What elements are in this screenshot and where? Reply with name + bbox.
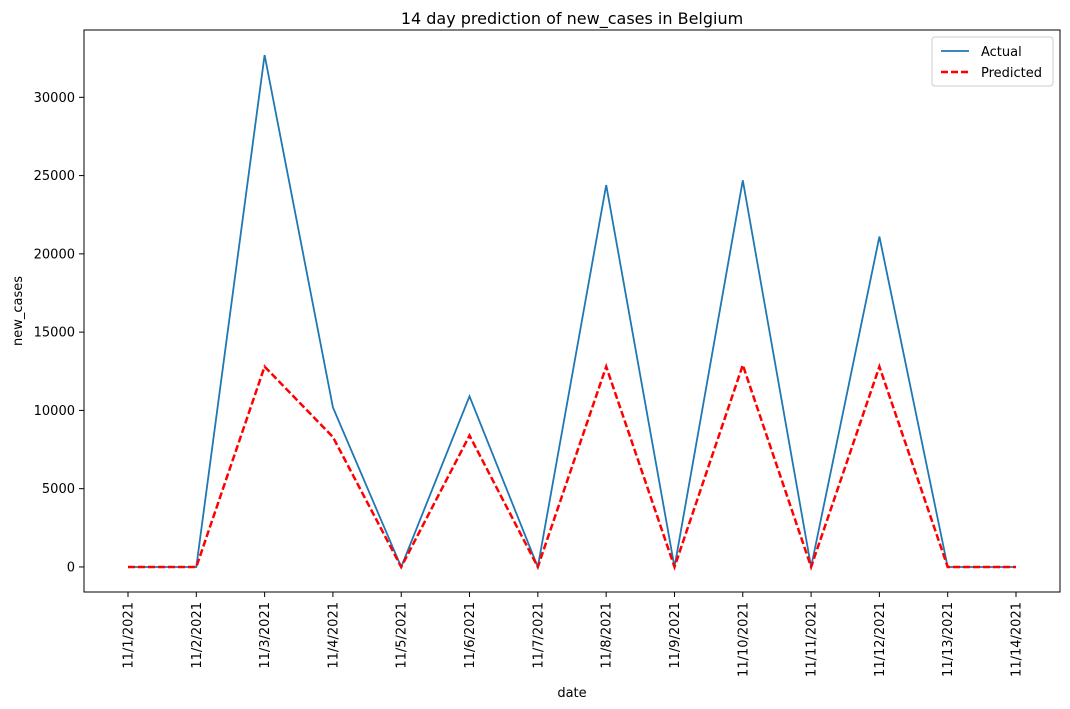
y-tick-label: 10000 xyxy=(34,404,75,419)
x-tick-label: 11/2/2021 xyxy=(190,602,205,669)
x-tick-label: 11/9/2021 xyxy=(668,602,683,669)
legend-label-actual: Actual xyxy=(981,45,1022,60)
y-axis-label: new_cases xyxy=(11,276,26,346)
x-tick-label: 11/4/2021 xyxy=(326,602,341,669)
x-tick-label: 11/6/2021 xyxy=(463,602,478,669)
series-line-actual xyxy=(128,54,1016,571)
x-tick-label: 11/7/2021 xyxy=(531,602,546,669)
y-tick-label: 15000 xyxy=(34,326,75,341)
x-tick-label: 11/10/2021 xyxy=(736,602,751,677)
series-line-predicted xyxy=(128,361,1016,571)
legend: Actual Predicted xyxy=(931,36,1054,87)
x-tick-label: 11/3/2021 xyxy=(258,602,273,669)
x-tick-label: 11/12/2021 xyxy=(873,602,888,677)
plot-frame xyxy=(83,29,1061,593)
chart-title: 14 day prediction of new_cases in Belgiu… xyxy=(401,9,743,29)
y-tick-label: 20000 xyxy=(34,247,75,262)
plot-area: 0 5000 10000 15000 20000 25000 30000 11/1/2021 1… xyxy=(34,54,1025,677)
x-tick-label: 11/5/2021 xyxy=(395,602,410,669)
y-tick-label: 5000 xyxy=(42,482,75,497)
y-tick-label: 25000 xyxy=(34,169,75,184)
x-tick-label: 11/8/2021 xyxy=(600,602,615,669)
legend-label-predicted: Predicted xyxy=(981,66,1042,81)
y-tick-label: 30000 xyxy=(34,91,75,106)
legend-box xyxy=(931,36,1054,87)
x-tick-label: 11/14/2021 xyxy=(1010,602,1025,677)
x-tick-label: 11/13/2021 xyxy=(941,602,956,677)
x-tick-label: 11/11/2021 xyxy=(805,602,820,677)
y-tick-label: 0 xyxy=(67,560,75,575)
x-tick-label: 11/1/2021 xyxy=(122,602,137,669)
x-axis-label: date xyxy=(557,686,586,701)
